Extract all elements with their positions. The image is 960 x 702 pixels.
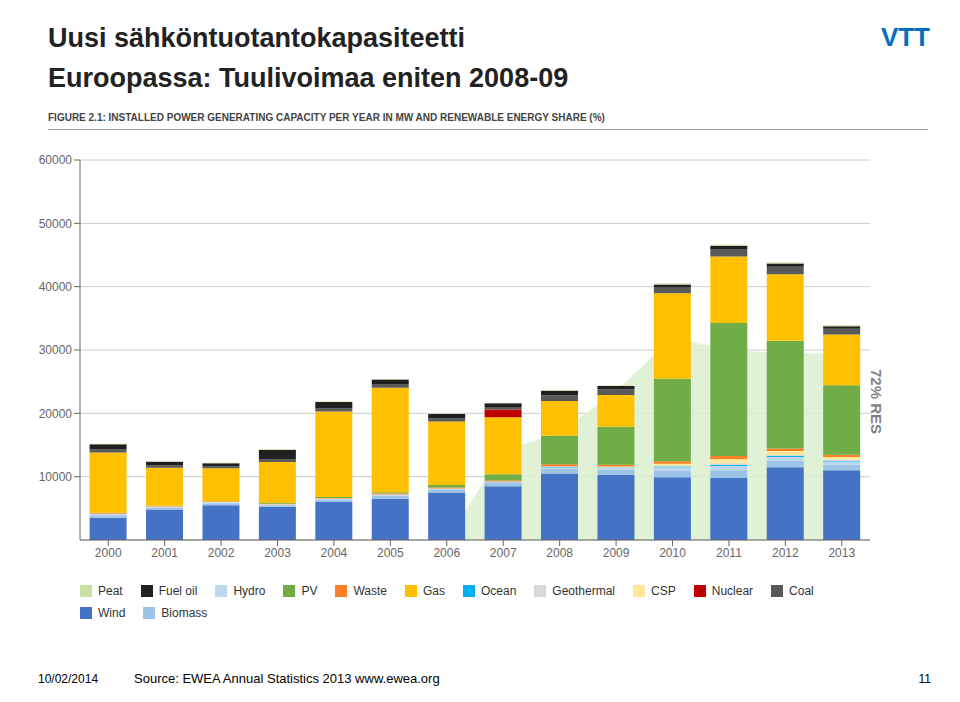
html-text:72% RES: 72% RES: [868, 369, 885, 434]
svg-text:2005: 2005: [377, 546, 404, 560]
svg-text:10000: 10000: [39, 470, 73, 484]
html-text:Gas: Gas: [423, 584, 445, 598]
html-text:Uusi sähköntuotantokapasiteett: Uusi sähköntuotantokapasiteetti: [48, 23, 466, 53]
html-text:FIGURE 2.1: INSTALLED POWER GE: FIGURE 2.1: INSTALLED POWER GENERATING C…: [48, 112, 605, 123]
html-text:10/02/2014: 10/02/2014: [38, 672, 99, 686]
svg-text:2000: 2000: [95, 546, 122, 560]
svg-text:2006: 2006: [433, 546, 460, 560]
html-text:Nuclear: Nuclear: [711, 584, 754, 598]
svg-text:2007: 2007: [490, 546, 517, 560]
svg-text:2002: 2002: [208, 546, 235, 560]
html-text:Euroopassa: Tuulivoimaa eniten: Euroopassa: Tuulivoimaa eniten 2008-09: [48, 63, 569, 93]
svg-text:2008: 2008: [546, 546, 573, 560]
html-text:Peat: Peat: [98, 584, 123, 598]
html-text:PV: PV: [301, 584, 318, 598]
svg-text:20000: 20000: [39, 407, 73, 421]
svg-text:2011: 2011: [716, 546, 742, 560]
svg-text:2004: 2004: [321, 546, 348, 560]
html-text:11: 11: [918, 672, 931, 686]
svg-text:60000: 60000: [39, 153, 73, 167]
html-text:Source: EWEA Annual Statistics: Source: EWEA Annual Statistics 2013 www.…: [134, 671, 440, 686]
html-text:Wind: Wind: [98, 606, 126, 620]
svg-text:2009: 2009: [603, 546, 630, 560]
html-text:Coal: Coal: [789, 584, 814, 598]
html-text:Waste: Waste: [353, 584, 387, 598]
svg-text:2001: 2001: [151, 546, 178, 560]
html-text:Hydro: Hydro: [233, 584, 266, 598]
svg-text:50000: 50000: [39, 217, 73, 231]
html-text:Fuel oil: Fuel oil: [158, 584, 198, 598]
html-text:CSP: CSP: [651, 584, 676, 598]
svg-text:2010: 2010: [659, 546, 686, 560]
html-text:Geothermal: Geothermal: [552, 584, 615, 598]
svg-text:30000: 30000: [39, 343, 73, 357]
svg-text:40000: 40000: [39, 280, 73, 294]
html-text:VTT: VTT: [880, 22, 930, 52]
html-text:Biomass: Biomass: [161, 606, 208, 620]
svg-text:2013: 2013: [828, 546, 855, 560]
html-text:Ocean: Ocean: [481, 584, 517, 598]
svg-text:2012: 2012: [772, 546, 799, 560]
svg-text:2003: 2003: [264, 546, 291, 560]
